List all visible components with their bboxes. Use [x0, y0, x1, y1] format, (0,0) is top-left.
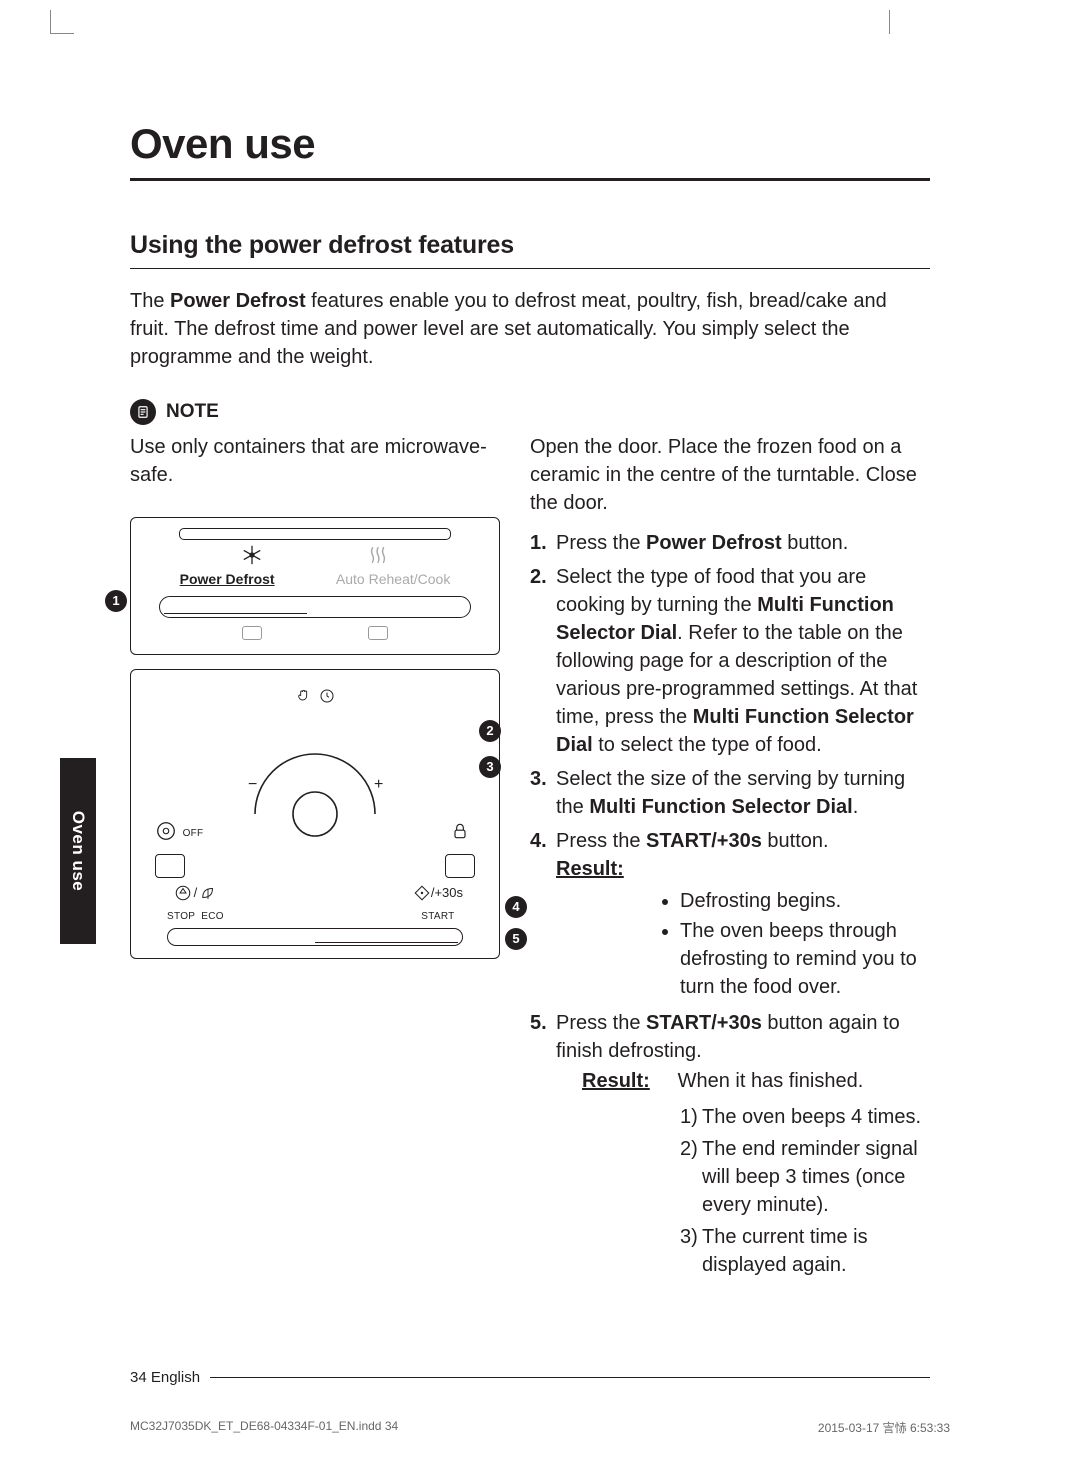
lock-icon: [450, 820, 470, 842]
result-label-5: Result:: [582, 1070, 650, 1092]
result5-n3: 3)The current time is displayed again.: [680, 1223, 930, 1279]
title-rule: [130, 178, 930, 181]
snowflake-icon: [241, 544, 263, 566]
callout-2: 2: [479, 720, 501, 742]
start-label: START: [421, 911, 454, 922]
off-button[interactable]: [155, 854, 185, 878]
mode-auto-reheat: Auto Reheat/Cook: [336, 570, 450, 590]
crop-stamp: 2015-03-17 㝘㤸 6:53:33: [818, 1419, 950, 1436]
left-note-text: Use only containers that are microwave-s…: [130, 433, 500, 489]
mode-power-defrost: Power Defrost: [180, 570, 275, 590]
side-tab: Oven use: [60, 758, 96, 944]
crop-info: MC32J7035DK_ET_DE68-04334F-01_EN.indd 34…: [130, 1419, 950, 1436]
start-icon: [413, 884, 431, 902]
off-label: OFF: [183, 828, 204, 839]
side-tab-label: Oven use: [68, 811, 88, 892]
result5-n2: 2)The end reminder signal will beep 3 ti…: [680, 1135, 930, 1219]
step-1: Press the Power Defrost button.: [530, 529, 930, 557]
stop-icon: [174, 884, 192, 902]
diagram-wrapper: Power Defrost Auto Reheat/Cook 1: [130, 517, 500, 959]
section-subtitle: Using the power defrost features: [130, 231, 930, 260]
stop-label: STOP: [167, 910, 195, 924]
callout-3: 3: [479, 756, 501, 778]
hand-icon: [295, 688, 313, 704]
start-bar[interactable]: [167, 928, 463, 946]
callout-1: 1: [105, 590, 127, 612]
plus30s-label: /+30s: [431, 884, 463, 902]
svg-text:−: −: [248, 776, 257, 793]
step-3: Select the size of the serving by turnin…: [530, 765, 930, 821]
steam-icon: [367, 544, 389, 566]
lock-button[interactable]: [445, 854, 475, 878]
note-icon: [130, 399, 156, 425]
result-label-4: Result:: [556, 858, 624, 880]
fan-off-icon: [155, 820, 177, 842]
page-title: Oven use: [130, 120, 930, 168]
page-lang: English: [151, 1369, 200, 1386]
step-2: Select the type of food that you are coo…: [530, 563, 930, 759]
callout-5: 5: [505, 928, 527, 950]
tiny-icon-1: [242, 626, 262, 640]
display-bar: [159, 596, 471, 618]
note-label: NOTE: [166, 401, 219, 423]
step-5: Press the START/+30s button again to fin…: [530, 1009, 930, 1279]
control-panel: − + 2 3 OFF: [130, 669, 500, 959]
selector-dial[interactable]: − +: [240, 734, 390, 852]
page-number: 34: [130, 1369, 147, 1386]
sub-rule: [130, 268, 930, 269]
result4-bullet2: The oven beeps through defrosting to rem…: [680, 917, 930, 1001]
result4-bullet1: Defrosting begins.: [680, 887, 930, 915]
result5-n1: 1)The oven beeps 4 times.: [680, 1103, 930, 1131]
note-header: NOTE: [130, 399, 930, 425]
eco-label: ECO: [201, 910, 224, 924]
result5-intro: When it has finished.: [678, 1070, 864, 1092]
tiny-icon-2: [368, 626, 388, 640]
step-4: Press the START/+30s button. Result: Def…: [530, 827, 930, 1001]
crop-file: MC32J7035DK_ET_DE68-04334F-01_EN.indd 34: [130, 1419, 398, 1436]
page-content: Oven use Using the power defrost feature…: [130, 120, 930, 1386]
right-intro: Open the door. Place the frozen food on …: [530, 433, 930, 517]
intro-paragraph: The Power Defrost features enable you to…: [130, 287, 930, 371]
clock-icon: [319, 688, 335, 704]
eco-icon: [199, 884, 217, 902]
svg-text:+: +: [374, 776, 383, 793]
page-footer: 34 English: [130, 1369, 930, 1386]
display-panel: Power Defrost Auto Reheat/Cook 1: [130, 517, 500, 655]
instruction-steps: Press the Power Defrost button. Select t…: [530, 529, 930, 1279]
callout-4: 4: [505, 896, 527, 918]
